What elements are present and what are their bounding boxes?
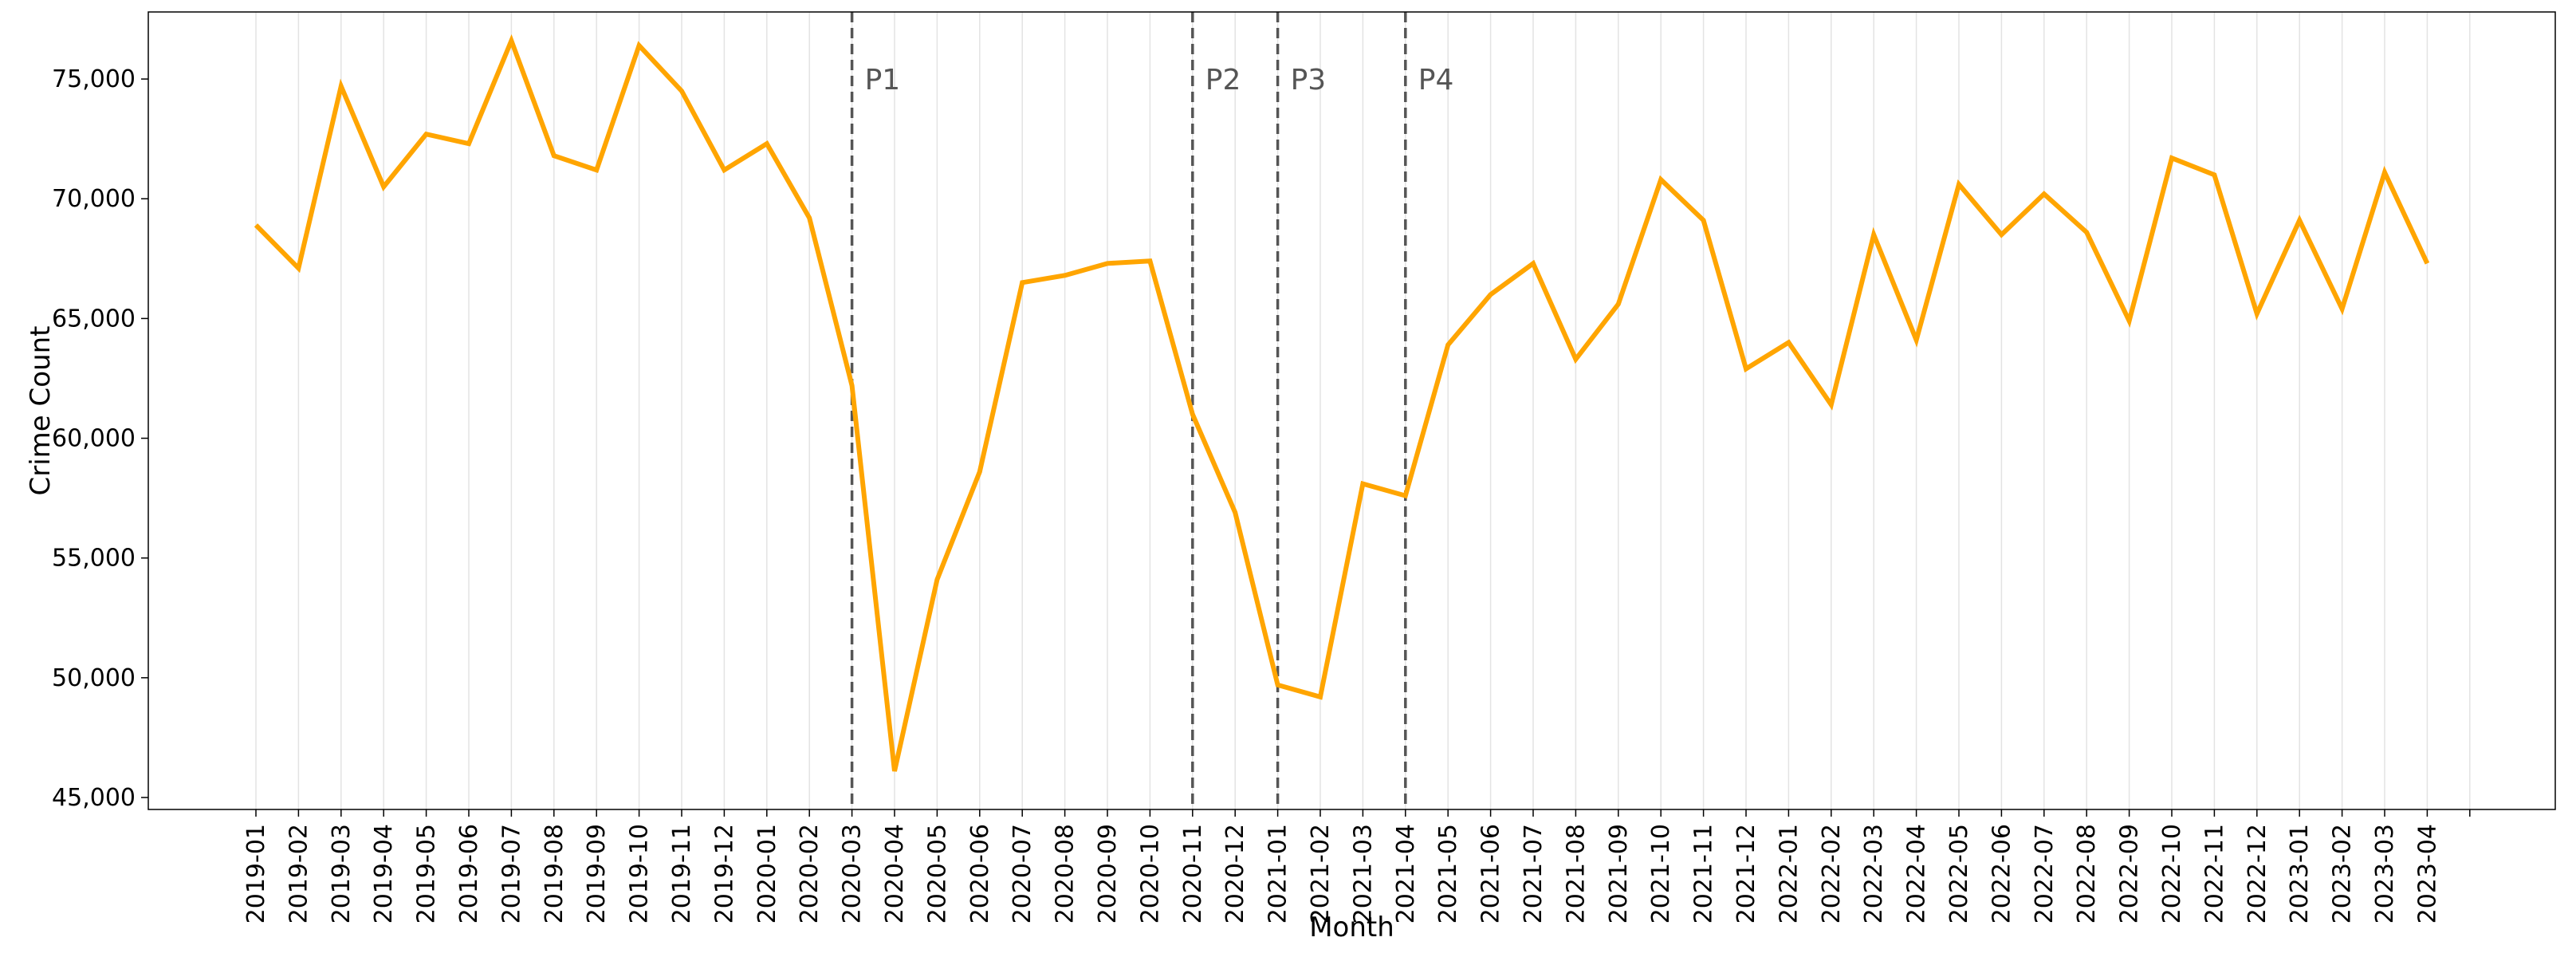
x-tick-label: 2019-03 bbox=[328, 824, 356, 924]
x-tick-label: 2020-05 bbox=[923, 824, 951, 924]
y-tick-label: 50,000 bbox=[52, 664, 136, 692]
x-tick-label: 2022-11 bbox=[2200, 824, 2228, 924]
x-tick-label: 2020-04 bbox=[881, 824, 909, 924]
grid-layer bbox=[256, 12, 2470, 809]
y-tick-label: 75,000 bbox=[52, 65, 136, 93]
crime-count-line bbox=[256, 41, 2427, 771]
x-tick-label: 2020-09 bbox=[1094, 824, 1122, 924]
x-tick-label: 2022-04 bbox=[1903, 824, 1931, 924]
x-axis-label: Month bbox=[1309, 912, 1394, 943]
x-tick-label: 2023-01 bbox=[2286, 824, 2314, 924]
x-tick-label: 2019-12 bbox=[710, 824, 738, 924]
x-tick-label: 2019-09 bbox=[583, 824, 611, 924]
x-tick-label: 2020-10 bbox=[1136, 824, 1164, 924]
phase-label: P1 bbox=[865, 64, 901, 96]
x-tick-label: 2021-03 bbox=[1349, 824, 1377, 924]
x-tick-label: 2019-05 bbox=[413, 824, 441, 924]
phase-label: P2 bbox=[1205, 64, 1241, 96]
x-tick-label: 2021-01 bbox=[1264, 824, 1292, 924]
x-tick-label: 2019-01 bbox=[242, 824, 270, 924]
x-tick-label: 2023-03 bbox=[2371, 824, 2399, 924]
x-tick-label: 2022-08 bbox=[2073, 824, 2101, 924]
x-tick-label: 2022-12 bbox=[2244, 824, 2271, 924]
x-tick-label: 2019-02 bbox=[285, 824, 313, 924]
x-tick-label: 2023-02 bbox=[2329, 824, 2357, 924]
y-tick-label: 55,000 bbox=[52, 545, 136, 573]
x-tick-label: 2022-06 bbox=[1988, 824, 2016, 924]
x-tick-label: 2021-06 bbox=[1477, 824, 1505, 924]
x-tick-label: 2022-01 bbox=[1775, 824, 1803, 924]
phase-label: P4 bbox=[1418, 64, 1454, 96]
x-tick-label: 2021-09 bbox=[1605, 824, 1633, 924]
plot-frame bbox=[148, 12, 2555, 809]
x-tick-label: 2020-08 bbox=[1052, 824, 1080, 924]
x-tick-label: 2020-12 bbox=[1221, 824, 1249, 924]
x-tick-label: 2019-11 bbox=[668, 824, 696, 924]
x-tick-label: 2021-12 bbox=[1732, 824, 1760, 924]
x-tick-label: 2020-07 bbox=[1009, 824, 1036, 924]
x-tick-label: 2020-03 bbox=[839, 824, 867, 924]
x-tick-label: 2021-11 bbox=[1690, 824, 1718, 924]
phase-lines-layer: P1 P2 P3 P4 bbox=[852, 12, 1454, 809]
y-axis-ticks: 45,000 50,000 55,000 60,000 65,000 70,000 75,0… bbox=[52, 65, 148, 812]
x-tick-label: 2021-07 bbox=[1520, 824, 1548, 924]
x-tick-label: 2020-02 bbox=[796, 824, 824, 924]
x-tick-label: 2021-10 bbox=[1647, 824, 1675, 924]
x-tick-label: 2022-07 bbox=[2031, 824, 2059, 924]
x-tick-label: 2019-06 bbox=[455, 824, 483, 924]
y-axis-label: Crime Count bbox=[25, 326, 57, 496]
x-tick-label: 2022-02 bbox=[1818, 824, 1846, 924]
x-tick-label: 2019-08 bbox=[541, 824, 568, 924]
y-tick-label: 45,000 bbox=[52, 784, 136, 812]
x-tick-label: 2022-05 bbox=[1945, 824, 1973, 924]
x-tick-label: 2022-09 bbox=[2116, 824, 2144, 924]
x-tick-label: 2021-05 bbox=[1434, 824, 1462, 924]
x-tick-label: 2019-07 bbox=[498, 824, 525, 924]
x-tick-label: 2021-08 bbox=[1562, 824, 1590, 924]
x-tick-label: 2019-04 bbox=[370, 824, 398, 924]
x-tick-label: 2021-04 bbox=[1392, 824, 1420, 924]
series-layer bbox=[256, 41, 2428, 771]
x-tick-label: 2020-01 bbox=[753, 824, 781, 924]
x-axis-ticks: 2019-01 2019-02 2019-03 2019-04 2019-05 2019-… bbox=[242, 809, 2470, 924]
y-tick-label: 65,000 bbox=[52, 305, 136, 333]
phase-label: P3 bbox=[1291, 64, 1327, 96]
x-tick-label: 2020-06 bbox=[966, 824, 994, 924]
x-tick-label: 2021-02 bbox=[1307, 824, 1335, 924]
x-tick-label: 2022-10 bbox=[2158, 824, 2186, 924]
y-tick-label: 70,000 bbox=[52, 185, 136, 213]
y-tick-label: 60,000 bbox=[52, 425, 136, 453]
x-tick-label: 2023-04 bbox=[2413, 824, 2441, 924]
x-tick-label: 2022-03 bbox=[1860, 824, 1888, 924]
x-tick-label: 2020-11 bbox=[1179, 824, 1207, 924]
x-tick-label: 2019-10 bbox=[626, 824, 654, 924]
